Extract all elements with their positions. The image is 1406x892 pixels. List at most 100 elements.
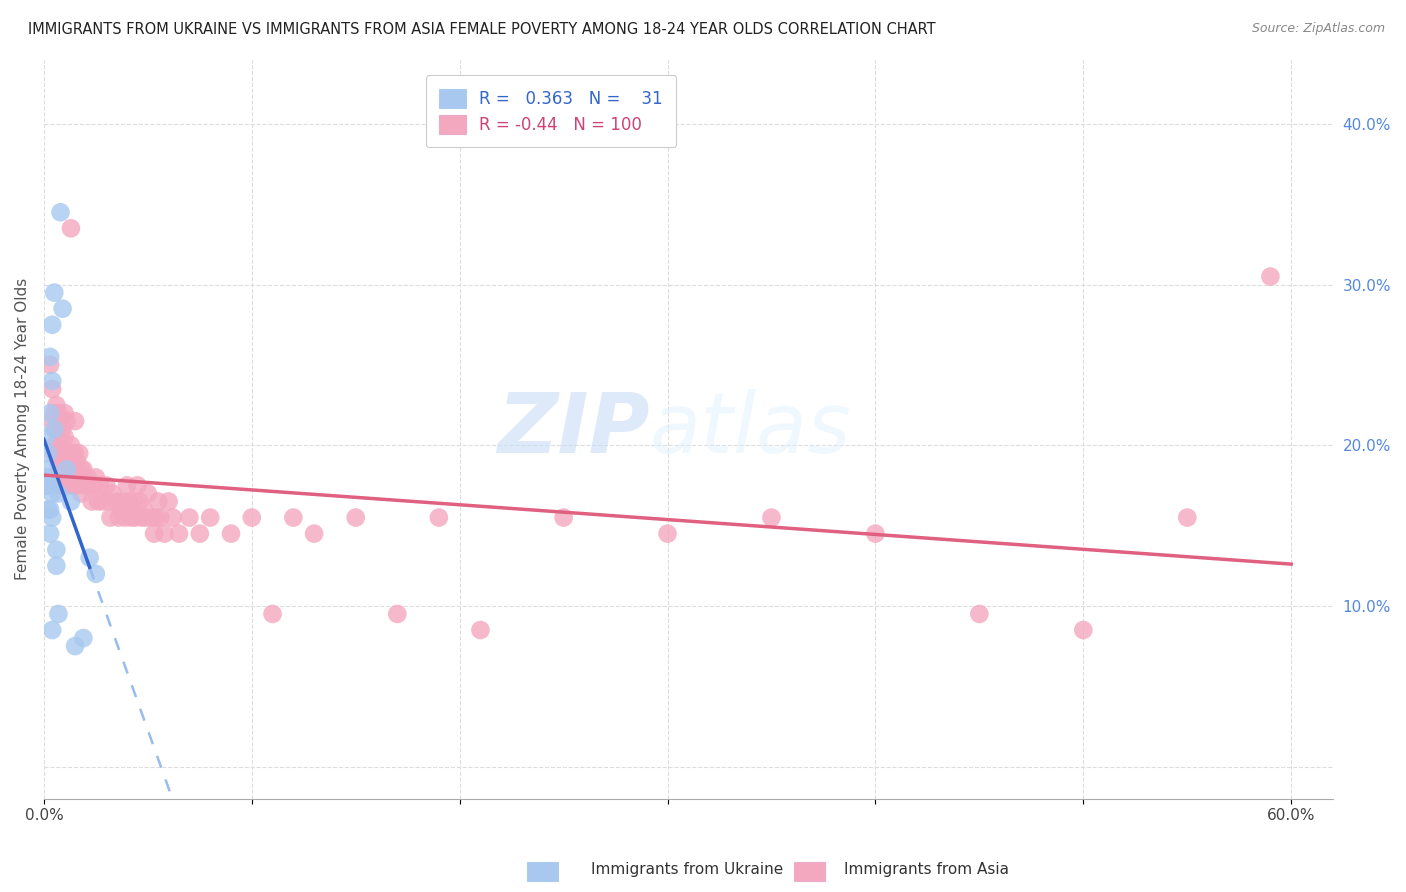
Point <box>344 510 367 524</box>
Point <box>97 494 120 508</box>
Point <box>37 446 59 460</box>
Point <box>39 526 62 541</box>
Point <box>120 510 142 524</box>
Point <box>55 414 77 428</box>
Point <box>70 462 93 476</box>
Point <box>387 607 409 621</box>
Point <box>48 430 70 444</box>
Point <box>49 478 72 492</box>
Point <box>262 607 284 621</box>
Point <box>45 446 67 460</box>
Point <box>1260 269 1282 284</box>
Point <box>83 478 105 492</box>
Point <box>52 422 75 436</box>
Point <box>59 462 82 476</box>
Point <box>145 510 167 524</box>
Point <box>100 510 122 524</box>
Point <box>302 526 325 541</box>
Point <box>53 454 76 468</box>
Point <box>39 406 62 420</box>
Point <box>96 478 118 492</box>
Point <box>67 470 90 484</box>
Point <box>58 462 80 476</box>
Point <box>135 510 157 524</box>
Point <box>44 446 66 460</box>
Point <box>148 494 170 508</box>
Point <box>48 454 70 468</box>
Point <box>157 494 180 508</box>
Point <box>115 478 138 492</box>
Point <box>62 446 84 460</box>
Point <box>62 478 84 492</box>
Point <box>553 510 575 524</box>
Point <box>41 414 63 428</box>
Point <box>101 486 124 500</box>
Point <box>149 510 172 524</box>
Point <box>67 446 90 460</box>
Point <box>48 478 70 492</box>
Point <box>63 639 86 653</box>
Point <box>122 494 145 508</box>
Point <box>45 422 67 436</box>
Point <box>89 478 111 492</box>
Point <box>35 478 58 492</box>
Point <box>59 221 82 235</box>
Point <box>162 510 184 524</box>
Point <box>39 470 62 484</box>
Point <box>44 406 66 420</box>
Point <box>37 478 59 492</box>
Point <box>66 478 89 492</box>
Point <box>188 526 211 541</box>
Point <box>107 510 129 524</box>
Text: Immigrants from Asia: Immigrants from Asia <box>844 863 1008 877</box>
Point <box>44 422 66 436</box>
Point <box>84 470 107 484</box>
Point <box>91 494 114 508</box>
Point <box>470 623 492 637</box>
Point <box>53 478 76 492</box>
Point <box>44 285 66 300</box>
Point <box>59 494 82 508</box>
Point <box>48 486 70 500</box>
Point <box>70 486 93 500</box>
Point <box>761 510 783 524</box>
Point <box>58 478 80 492</box>
Point <box>143 526 166 541</box>
Point <box>35 470 58 484</box>
Point <box>200 510 222 524</box>
Point <box>41 382 63 396</box>
Point <box>427 510 450 524</box>
Point <box>72 462 94 476</box>
Point <box>44 438 66 452</box>
Legend: R =   0.363   N =    31, R = -0.44   N = 100: R = 0.363 N = 31, R = -0.44 N = 100 <box>426 75 676 147</box>
Point <box>45 542 67 557</box>
Point <box>283 510 305 524</box>
Point <box>49 462 72 476</box>
Point <box>48 406 70 420</box>
Point <box>35 430 58 444</box>
Point <box>128 494 150 508</box>
Point <box>37 462 59 476</box>
Point <box>45 398 67 412</box>
Point <box>52 446 75 460</box>
Text: Source: ZipAtlas.com: Source: ZipAtlas.com <box>1251 22 1385 36</box>
Point <box>969 607 991 621</box>
Point <box>127 478 149 492</box>
Text: atlas: atlas <box>650 389 851 470</box>
Point <box>87 494 110 508</box>
Point <box>59 438 82 452</box>
Point <box>79 550 101 565</box>
Point <box>41 374 63 388</box>
Point <box>105 494 128 508</box>
Point <box>80 494 103 508</box>
Point <box>45 558 67 573</box>
Point <box>1175 510 1198 524</box>
Point <box>49 446 72 460</box>
Point <box>39 350 62 364</box>
Point <box>49 205 72 219</box>
Y-axis label: Female Poverty Among 18-24 Year Olds: Female Poverty Among 18-24 Year Olds <box>15 278 30 581</box>
Point <box>84 566 107 581</box>
Point <box>114 510 136 524</box>
Point <box>219 526 242 541</box>
Text: Immigrants from Ukraine: Immigrants from Ukraine <box>591 863 783 877</box>
